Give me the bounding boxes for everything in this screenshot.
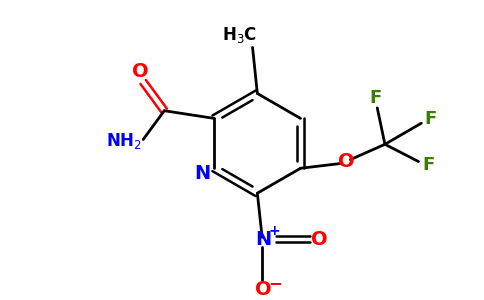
Text: O: O	[311, 230, 328, 249]
Text: O: O	[338, 152, 355, 171]
Text: O: O	[255, 280, 272, 298]
Text: +: +	[269, 224, 280, 238]
Text: F: F	[425, 110, 437, 128]
Text: NH$_2$: NH$_2$	[106, 131, 142, 152]
Text: O: O	[132, 62, 149, 81]
Text: H$_3$C: H$_3$C	[222, 25, 257, 45]
Text: N: N	[195, 164, 211, 183]
Text: −: −	[269, 274, 283, 292]
Text: F: F	[422, 156, 434, 174]
Text: F: F	[369, 89, 381, 107]
Text: N: N	[255, 230, 271, 249]
